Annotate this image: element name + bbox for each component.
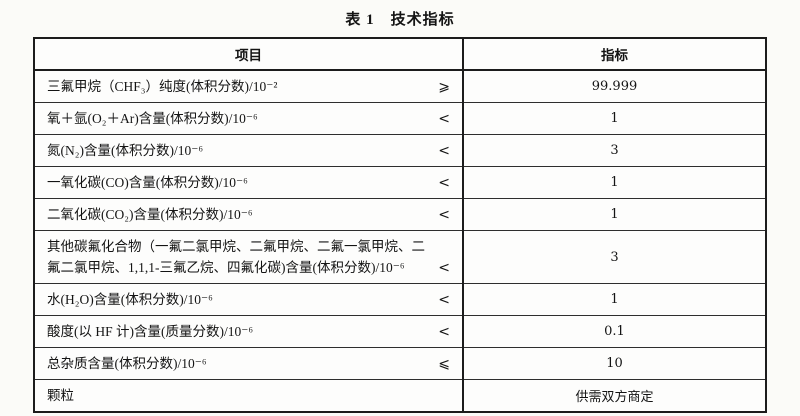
spec-value: 1: [462, 198, 767, 231]
comparator-symbol: <: [438, 292, 450, 308]
comparator-symbol: ⩽: [438, 356, 450, 372]
table-body: 三氟甲烷（CHF₃）纯度(体积分数)/10⁻² ⩾ 99.999 氧＋氩(O₂＋…: [33, 69, 767, 413]
item-cell: 颗粒: [33, 379, 464, 413]
spec-value: 99.999: [462, 69, 767, 103]
item-label: 二氧化碳(CO₂)含量(体积分数)/10⁻⁶: [47, 207, 253, 222]
table-row: 二氧化碳(CO₂)含量(体积分数)/10⁻⁶ < 1: [33, 198, 767, 231]
spec-value: 10: [462, 347, 767, 380]
item-label: 一氧化碳(CO)含量(体积分数)/10⁻⁶: [47, 175, 248, 190]
item-cell: 氮(N₂)含量(体积分数)/10⁻⁶ <: [33, 134, 464, 167]
comparator-symbol: <: [438, 260, 450, 276]
item-label: 颗粒: [47, 388, 74, 403]
spec-value: 0.1: [462, 315, 767, 348]
spec-table: 项目 指标 三氟甲烷（CHF₃）纯度(体积分数)/10⁻² ⩾ 99.999 氧…: [33, 37, 767, 413]
table-row: 三氟甲烷（CHF₃）纯度(体积分数)/10⁻² ⩾ 99.999: [33, 69, 767, 103]
spec-value: 1: [462, 283, 767, 316]
table-row: 氧＋氩(O₂＋Ar)含量(体积分数)/10⁻⁶ < 1: [33, 102, 767, 135]
comparator-symbol: ⩾: [438, 79, 450, 95]
spec-value: 1: [462, 102, 767, 135]
table-row: 水(H₂O)含量(体积分数)/10⁻⁶ < 1: [33, 283, 767, 316]
table-row: 一氧化碳(CO)含量(体积分数)/10⁻⁶ < 1: [33, 166, 767, 199]
table-row: 氮(N₂)含量(体积分数)/10⁻⁶ < 3: [33, 134, 767, 167]
item-cell: 三氟甲烷（CHF₃）纯度(体积分数)/10⁻² ⩾: [33, 69, 464, 103]
item-label: 氮(N₂)含量(体积分数)/10⁻⁶: [47, 143, 204, 158]
item-label: 三氟甲烷（CHF₃）纯度(体积分数)/10⁻²: [47, 79, 278, 94]
item-cell: 酸度(以 HF 计)含量(质量分数)/10⁻⁶ <: [33, 315, 464, 348]
item-cell: 水(H₂O)含量(体积分数)/10⁻⁶ <: [33, 283, 464, 316]
item-cell: 一氧化碳(CO)含量(体积分数)/10⁻⁶ <: [33, 166, 464, 199]
item-cell: 其他碳氟化合物（一氟二氯甲烷、二氟甲烷、二氟一氯甲烷、二氟二氯甲烷、1,1,1-…: [33, 230, 464, 284]
item-label: 氧＋氩(O₂＋Ar)含量(体积分数)/10⁻⁶: [47, 111, 258, 126]
spec-value: 3: [462, 230, 767, 284]
table-row: 颗粒 供需双方商定: [33, 379, 767, 413]
comparator-symbol: <: [438, 324, 450, 340]
spec-value: 供需双方商定: [462, 379, 767, 413]
item-label: 总杂质含量(体积分数)/10⁻⁶: [47, 356, 207, 371]
header-item: 项目: [33, 37, 464, 71]
table-row: 总杂质含量(体积分数)/10⁻⁶ ⩽ 10: [33, 347, 767, 380]
comparator-symbol: <: [438, 207, 450, 223]
spec-value: 1: [462, 166, 767, 199]
comparator-symbol: <: [438, 111, 450, 127]
item-label: 其他碳氟化合物（一氟二氯甲烷、二氟甲烷、二氟一氯甲烷、二氟二氯甲烷、1,1,1-…: [47, 239, 425, 275]
comparator-symbol: <: [438, 175, 450, 191]
item-label: 水(H₂O)含量(体积分数)/10⁻⁶: [47, 292, 213, 307]
spec-value: 3: [462, 134, 767, 167]
item-label: 酸度(以 HF 计)含量(质量分数)/10⁻⁶: [47, 324, 254, 339]
table-row: 其他碳氟化合物（一氟二氯甲烷、二氟甲烷、二氟一氯甲烷、二氟二氯甲烷、1,1,1-…: [33, 230, 767, 284]
table-caption: 表 1 技术指标: [345, 12, 455, 28]
table-row: 酸度(以 HF 计)含量(质量分数)/10⁻⁶ < 0.1: [33, 315, 767, 348]
item-cell: 二氧化碳(CO₂)含量(体积分数)/10⁻⁶ <: [33, 198, 464, 231]
header-row: 项目 指标: [33, 37, 767, 71]
comparator-symbol: <: [438, 143, 450, 159]
header-value: 指标: [462, 37, 767, 71]
item-cell: 氧＋氩(O₂＋Ar)含量(体积分数)/10⁻⁶ <: [33, 102, 464, 135]
item-cell: 总杂质含量(体积分数)/10⁻⁶ ⩽: [33, 347, 464, 380]
